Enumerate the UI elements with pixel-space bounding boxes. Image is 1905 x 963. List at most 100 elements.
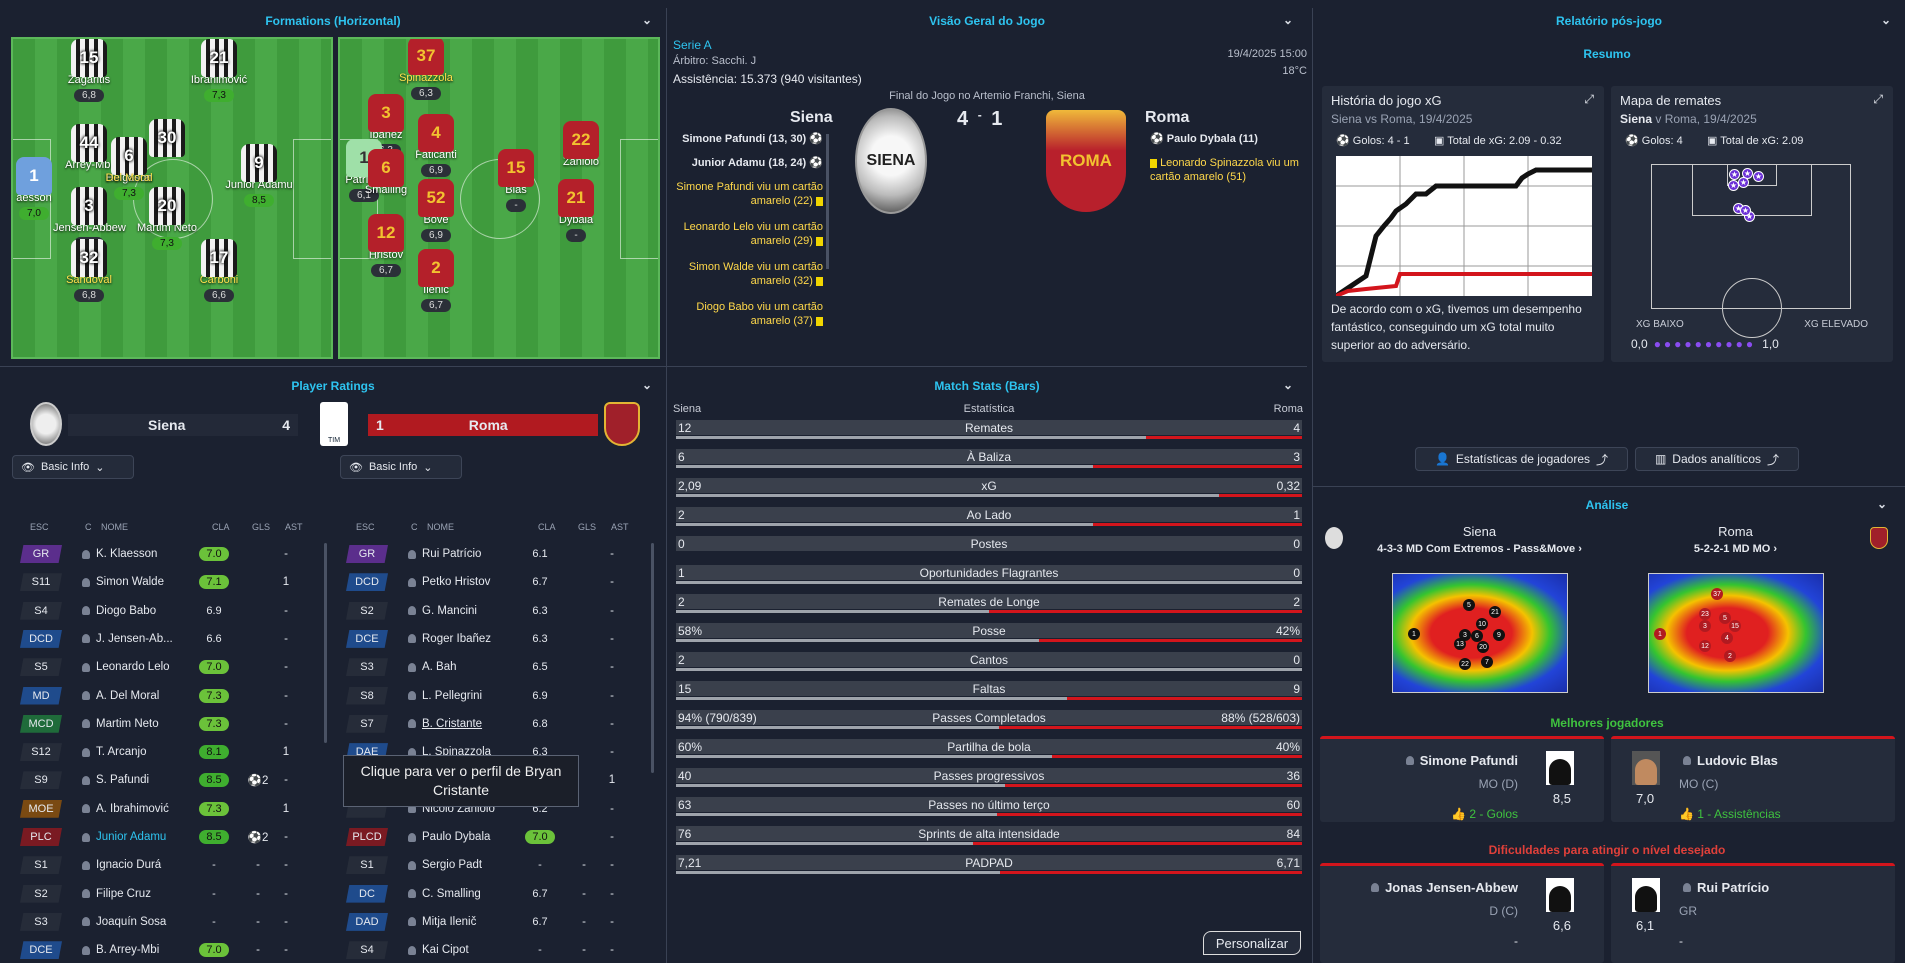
away-formation-player[interactable]: 52 Bove 6,9 [400,179,472,242]
player-stats-button[interactable]: 👤 Estatísticas de jogadores ⤴ [1415,447,1628,471]
table-row[interactable]: S12 T. Arcanjo 8.1 1 [20,741,330,763]
analysis-away-formation[interactable]: 5-2-2-1 MD MO › [1693,543,1778,555]
table-row[interactable]: GR Rui Patrício 6.1 - [346,543,656,565]
player-name[interactable]: Paulo Dybala [422,831,491,843]
home-formation-player[interactable]: Del Moral 7,3 [93,172,165,200]
home-formation-player[interactable]: 30 [131,119,203,157]
table-row[interactable]: S2 Filipe Cruz - - - [20,883,330,905]
player-name[interactable]: Roger Ibañez [422,632,492,645]
expand-icon[interactable]: ⤢ [1584,92,1594,106]
table-row[interactable]: S5 Leonardo Lelo 7.0 - [20,656,330,678]
home-formation-player[interactable]: 44 Arrey-Mbi [53,124,125,171]
away-formation-player[interactable]: 4 Faticanti 6,9 [400,114,472,177]
player-name[interactable]: K. Klaesson [96,548,158,560]
home-formation-player[interactable]: 9 Junior Adamu 8,5 [223,144,295,207]
table-row[interactable]: DCE Roger Ibañez 6.3 - [346,628,656,650]
analysis-home-formation[interactable]: 4-3-3 MD Com Extremos - Pass&Move › [1377,543,1582,555]
player-name[interactable]: J. Jensen-Ab... [96,632,173,645]
table-row[interactable]: S7 B. Cristante 6.8 - [346,713,656,735]
player-name[interactable]: Joaquín Sosa [96,915,167,928]
chevron-down-icon[interactable]: ⌄ [641,378,652,392]
best-away-card[interactable]: 7,0 Ludovic Blas MO (C) 👍 1 - Assistênci… [1611,736,1895,822]
formations-header[interactable]: Formations (Horizontal) ⌄ [0,8,666,34]
table-row[interactable]: S2 G. Mancini 6.3 - [346,600,656,622]
player-name[interactable]: Petko Hristov [422,576,491,589]
home-formation-player[interactable]: 17 Carboni 6,6 [183,239,255,302]
player-name[interactable]: A. Bah [422,661,457,674]
chevron-down-icon[interactable]: ⌄ [641,13,652,27]
customize-button[interactable]: Personalizar [1203,931,1301,955]
overview-header[interactable]: Visão Geral do Jogo ⌄ [667,8,1307,34]
table-row[interactable]: DAD Mitja Ilenič 6.7 - - [346,911,656,933]
away-formation-player[interactable]: 6 Smalling [350,149,422,196]
chevron-down-icon[interactable]: ⌄ [1880,13,1891,27]
home-formation-player[interactable]: 32 Sandoval 6,8 [53,239,125,302]
analytics-button[interactable]: ▥ Dados analíticos ⤴ [1635,447,1799,471]
scrollbar[interactable] [651,543,654,773]
table-row[interactable]: DCE B. Arrey-Mbi 7.0 - - [20,939,330,961]
player-name[interactable]: G. Mancini [422,604,477,617]
worst-away-card[interactable]: 6,1 Rui Patrício GR - [1611,863,1895,963]
table-row[interactable]: S1 Ignacio Durá - - - [20,854,330,876]
summary-tab[interactable]: Resumo [1583,47,1631,61]
table-row[interactable]: S1 Sergio Padt - - - [346,854,656,876]
table-row[interactable]: S11 Simon Walde 7.1 1 [20,571,330,593]
player-name[interactable]: Junior Adamu [96,831,167,843]
table-row[interactable]: S4 Kai Cipot - - - [346,939,656,961]
scrollbar[interactable] [324,543,327,743]
player-name[interactable]: Martim Neto [96,717,159,730]
home-formation-player[interactable]: 20 Martim Neto 7,3 [131,187,203,250]
home-formation-player[interactable]: 21 Ibrahimović 7,3 [183,39,255,102]
table-row[interactable]: GR K. Klaesson 7.0 - [20,543,330,565]
away-formation-player[interactable]: 15 Blas - [480,149,552,212]
best-home-card[interactable]: Simone Pafundi MO (D) 👍 2 - Golos 8,5 [1320,736,1604,822]
away-formation-player[interactable]: 22 Zaniolo [545,121,617,168]
table-row[interactable]: MD A. Del Moral 7.3 - [20,685,330,707]
table-row[interactable]: MCD Martim Neto 7.3 - [20,713,330,735]
expand-icon[interactable]: ⤢ [1873,92,1883,106]
player-name[interactable]: Filipe Cruz [96,887,151,900]
player-name[interactable]: A. Ibrahimović [96,802,169,815]
home-team-name[interactable]: Siena [790,109,833,126]
player-name[interactable]: Sergio Padt [422,859,483,872]
player-name[interactable]: Rui Patrício [422,548,482,560]
table-row[interactable]: DC C. Smalling 6.7 - - [346,883,656,905]
home-formation-player[interactable]: 1 aesson 7,0 [13,157,70,220]
away-formation-player[interactable]: 2 Ilenič 6,7 [400,249,472,312]
competition-link[interactable]: Serie A [673,38,712,52]
table-row[interactable]: S4 Diogo Babo 6.9 - [20,600,330,622]
table-row[interactable]: S9 S. Pafundi 8.5 ⚽2 - [20,769,330,791]
ratings-header[interactable]: Player Ratings ⌄ [0,373,666,399]
table-row[interactable]: S3 A. Bah 6.5 - [346,656,656,678]
table-row[interactable]: PLC Junior Adamu 8.5 ⚽2 - [20,826,330,848]
player-name[interactable]: Leonardo Lelo [96,661,170,674]
table-row[interactable]: MOE A. Ibrahimović 7.3 1 [20,798,330,820]
away-formation-player[interactable]: 21 Dybala - [540,179,612,242]
worst-home-card[interactable]: Jonas Jensen-Abbew D (C) - 6,6 [1320,863,1604,963]
player-name[interactable]: L. Pellegrini [422,689,483,702]
table-row[interactable]: S8 L. Pellegrini 6.9 - [346,685,656,707]
player-name[interactable]: Ignacio Durá [96,859,162,872]
away-formation-player[interactable]: 12 Hristov 6,7 [350,214,422,277]
events-scrollbar[interactable] [826,134,829,269]
table-row[interactable]: PLCD Paulo Dybala 7.0 - [346,826,656,848]
player-name[interactable]: Mitja Ilenič [422,915,477,928]
player-name[interactable]: Kai Cipot [422,944,469,957]
away-basic-info-button[interactable]: 👁 Basic Info ⌄ [340,455,462,479]
stats-header[interactable]: Match Stats (Bars) ⌄ [667,373,1307,399]
player-name[interactable]: A. Del Moral [96,689,160,702]
analysis-header[interactable]: Análise ⌄ [1313,492,1901,518]
player-name[interactable]: C. Smalling [422,887,481,900]
away-team-name[interactable]: Roma [1145,109,1190,126]
home-basic-info-button[interactable]: 👁 Basic Info ⌄ [12,455,134,479]
chevron-down-icon[interactable]: ⌄ [1282,378,1293,392]
table-row[interactable]: S3 Joaquín Sosa - - - [20,911,330,933]
player-name[interactable]: T. Arcanjo [96,746,147,759]
player-name[interactable]: Diogo Babo [96,604,157,617]
home-formation-player[interactable]: 6 Helgason [93,137,165,184]
report-header[interactable]: Relatório pós-jogo ⌄ [1313,8,1905,34]
chevron-down-icon[interactable]: ⌄ [1282,13,1293,27]
player-name[interactable]: S. Pafundi [96,774,150,787]
table-row[interactable]: DCD Petko Hristov 6.7 - [346,571,656,593]
player-name[interactable]: B. Arrey-Mbi [96,944,160,957]
